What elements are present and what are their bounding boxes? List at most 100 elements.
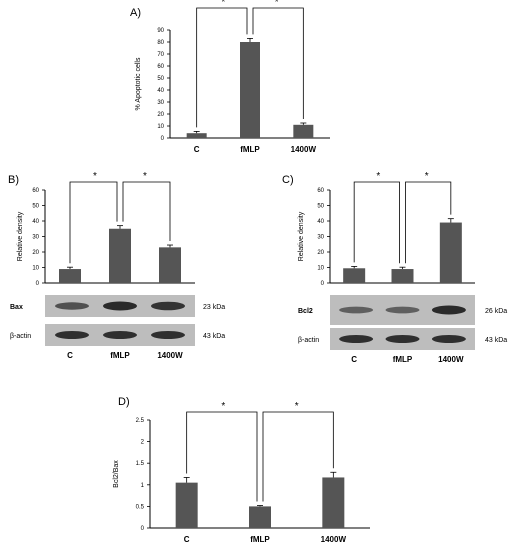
panel-d-category-label-0: C (184, 535, 190, 544)
panel-d-y-axis-label: Bcl2/Bax (113, 460, 120, 488)
panel-c-blot-label-0: Bcl2 (298, 308, 313, 315)
panel-b-blot-band-0-0 (55, 302, 89, 310)
panel-c-blot-size-1: 43 kDa (485, 337, 507, 344)
panel-a-y-tick-label: 20 (157, 112, 164, 118)
panel-b-category-label-2: 1400W (157, 351, 183, 360)
panel-c-y-tick-label: 20 (317, 250, 324, 256)
panel-c-significance-bracket-0 (353, 181, 400, 264)
panel-a-y-tick-label: 0 (161, 136, 165, 142)
panel-d-bar-1 (249, 506, 271, 528)
panel-c-bar-0 (343, 268, 366, 283)
panel-d-significance-star-1: * (295, 401, 299, 412)
panel-b-y-axis-label: Relative density (17, 211, 24, 261)
panel-b-y-tick-label: 60 (32, 188, 39, 194)
panel-b-category-label-0: C (67, 351, 73, 360)
panel-b-significance-star-0: * (93, 171, 97, 182)
panel-a-y-tick-label: 50 (157, 76, 164, 82)
panel-b-blot-band-0-2 (151, 301, 185, 311)
panel-a-category-label-0: C (194, 145, 200, 154)
panel-b-label: B) (8, 174, 19, 186)
panel-b-blot-label-1: β-actin (10, 333, 31, 340)
panel-d-significance-bracket-0 (186, 411, 258, 502)
panel-c-y-tick-label: 10 (317, 266, 324, 272)
panel-c-blot-band-0-1 (385, 306, 420, 314)
panel-a-y-tick-label: 90 (157, 28, 164, 34)
panel-a-bar-2 (293, 124, 314, 138)
panel-b-y-tick-label: 50 (32, 204, 39, 210)
panel-a-significance-star-1: * (275, 0, 279, 8)
panel-d-y-tick-label: 1 (141, 483, 145, 489)
panel-c-significance-bracket-1 (405, 181, 452, 264)
panel-a-significance-bracket-0 (196, 7, 248, 128)
panel-b-bar-1 (109, 228, 131, 283)
panel-b-blot-size-0: 23 kDa (203, 304, 225, 311)
panel-d: D) 0 0.5 1 1.5 2 2.5 Bcl2/Bax C fMLP 1400W * * (113, 396, 370, 544)
panel-a-y-tick-label: 30 (157, 100, 164, 106)
panel-c-blot-label-1: β-actin (298, 337, 319, 344)
panel-a-category-label-2: 1400W (291, 145, 317, 154)
panel-b-significance-star-1: * (143, 171, 147, 182)
panel-b-significance-bracket-0 (69, 181, 118, 264)
panel-c-y-tick-label: 30 (317, 235, 324, 241)
panel-a-y-tick-label: 70 (157, 52, 164, 58)
panel-a-significance-bracket-1 (252, 7, 304, 119)
panel-b-y-tick-label: 10 (32, 266, 39, 272)
panel-a-bar-0 (186, 133, 207, 138)
panel-a-y-tick-label: 10 (157, 124, 164, 130)
panel-c-blot-size-0: 26 kDa (485, 308, 507, 315)
panel-b-blot-band-0-1 (103, 301, 137, 311)
panel-a-y-axis-label: % Apoptotic cells (135, 57, 142, 110)
panel-c-blot-band-1-1 (385, 335, 420, 343)
panel-b-bar-2 (159, 247, 181, 283)
panel-c-category-label-1: fMLP (393, 355, 413, 364)
panel-c-bar-2 (439, 222, 462, 283)
panel-c-blot-band-1-2 (431, 335, 466, 343)
panel-b-blot-size-1: 43 kDa (203, 333, 225, 340)
panel-d-significance-bracket-1 (262, 411, 334, 502)
panel-c-significance-star-0: * (376, 171, 380, 182)
panel-b-bar-0 (59, 269, 81, 283)
panel-a-bar-1 (240, 42, 260, 138)
panel-b-category-label-1: fMLP (110, 351, 130, 360)
panel-a-significance-star-0: * (221, 0, 225, 8)
panel-b-blot-band-1-0 (55, 331, 89, 339)
panel-c-significance-star-1: * (425, 171, 429, 182)
panel-d-significance-star-0: * (221, 401, 225, 412)
panel-d-bar-2 (322, 477, 345, 528)
panel-c-y-tick-label: 0 (321, 281, 325, 287)
panel-c-blot-band-0-2 (431, 305, 466, 315)
panel-d-bar-0 (175, 482, 198, 528)
panel-c-y-tick-label: 50 (317, 204, 324, 210)
panel-b-y-tick-label: 30 (32, 235, 39, 241)
panel-d-label: D) (118, 396, 130, 408)
panel-a-category-label-1: fMLP (240, 145, 260, 154)
panel-b: B) 0 10 20 30 40 50 60 Relative density C fMLP 1400… (8, 171, 225, 360)
panel-c-category-label-0: C (351, 355, 357, 364)
panel-b-significance-bracket-1 (122, 181, 171, 242)
panel-c-y-tick-label: 40 (317, 219, 324, 225)
panel-c-category-label-2: 1400W (438, 355, 464, 364)
panel-c-blot-band-1-0 (339, 335, 374, 343)
panel-b-blot-band-1-1 (103, 331, 137, 339)
panel-c-blot-band-0-0 (339, 306, 374, 314)
panel-b-y-tick-label: 20 (32, 250, 39, 256)
panel-b-y-tick-label: 0 (36, 281, 40, 287)
panel-b-blot-band-1-2 (151, 331, 185, 339)
panel-a-y-tick-label: 80 (157, 40, 164, 46)
panel-d-y-tick-label: 0 (141, 526, 145, 532)
panel-d-y-tick-label: 0.5 (136, 504, 145, 510)
panel-b-y-tick-label: 40 (32, 219, 39, 225)
panel-a-label: A) (130, 7, 141, 19)
panel-c-y-tick-label: 60 (317, 188, 324, 194)
panel-b-blot-label-0: Bax (10, 304, 23, 311)
panel-a-y-tick-label: 40 (157, 88, 164, 94)
panel-d-y-tick-label: 1.5 (136, 461, 145, 467)
panel-d-y-tick-label: 2.5 (136, 418, 145, 424)
panel-c: C) 0 10 20 30 40 50 60 Relative density C fMLP 1400… (282, 171, 507, 364)
panel-a: A) 0 10 20 30 40 50 60 70 80 90 % Apoptotic cells C f… (130, 0, 330, 154)
panel-d-y-tick-label: 2 (141, 440, 145, 446)
panel-c-y-axis-label: Relative density (298, 211, 305, 261)
panel-a-y-tick-label: 60 (157, 64, 164, 70)
panel-d-category-label-1: fMLP (250, 535, 270, 544)
